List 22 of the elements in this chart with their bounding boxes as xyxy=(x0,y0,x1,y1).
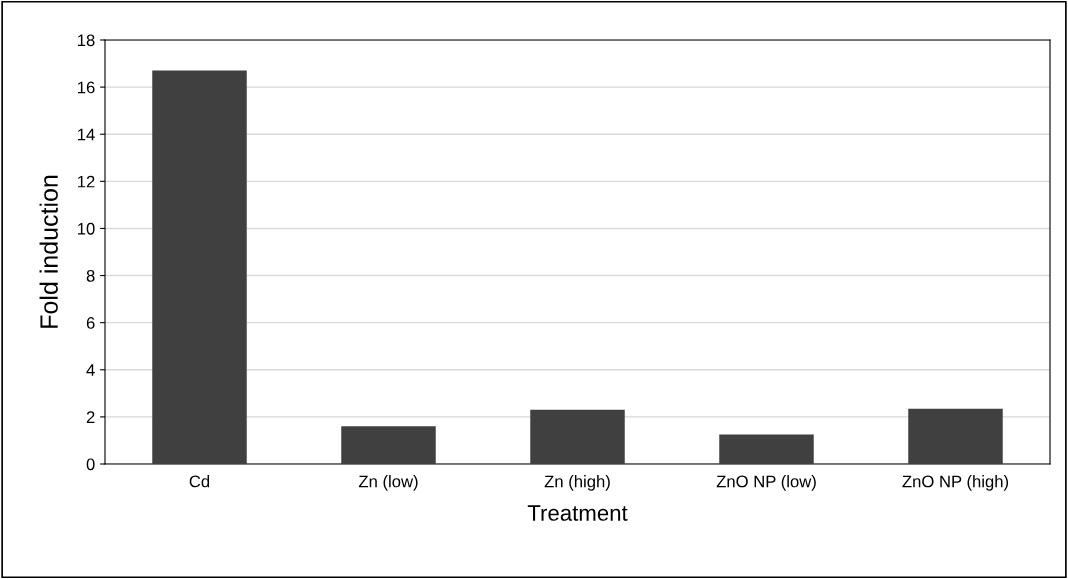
y-axis-title: Fold induction xyxy=(39,175,58,328)
x-tick-label: ZnO NP (low) xyxy=(716,475,816,491)
bar xyxy=(719,434,814,464)
y-tick-label: 12 xyxy=(78,175,95,188)
x-axis-title: Treatment xyxy=(527,505,628,521)
bar xyxy=(341,426,436,464)
bar xyxy=(908,408,1003,464)
x-tick-label: ZnO NP (high) xyxy=(902,475,1009,491)
x-tick-label: Zn (low) xyxy=(358,475,418,491)
y-tick-label: 10 xyxy=(78,222,95,235)
x-tick-label: Zn (high) xyxy=(544,475,610,491)
y-tick-label: 8 xyxy=(86,269,95,282)
y-tick-label: 14 xyxy=(78,128,95,141)
y-tick-label: 4 xyxy=(86,364,95,376)
y-tick-label: 18 xyxy=(78,34,95,47)
y-tick-label: 6 xyxy=(86,317,95,329)
y-tick-label: 16 xyxy=(78,81,95,94)
y-tick-label: 0 xyxy=(86,458,95,471)
y-tick-label: 2 xyxy=(86,411,95,423)
bar xyxy=(152,70,247,464)
bar xyxy=(530,409,625,464)
x-tick-label: Cd xyxy=(189,475,210,488)
